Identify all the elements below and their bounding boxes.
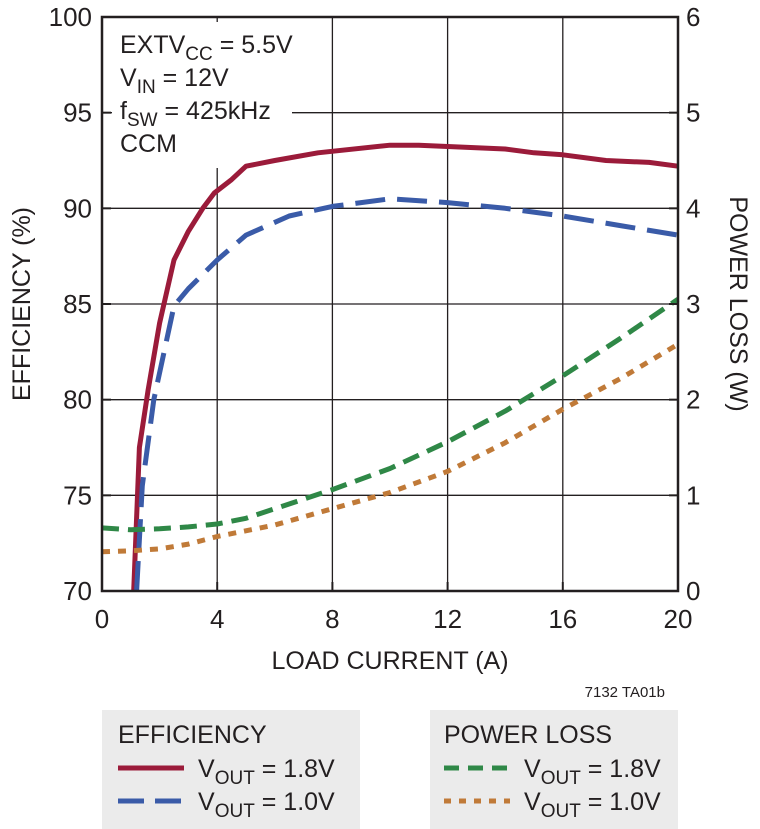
y-left-tick-label: 80 bbox=[63, 385, 92, 415]
legend-label: VOUT = 1.8V bbox=[524, 755, 661, 789]
y-left-tick-label: 70 bbox=[63, 576, 92, 606]
y-right-tick-label: 6 bbox=[686, 2, 700, 32]
y-right-tick-label: 4 bbox=[686, 193, 700, 223]
x-tick-label: 12 bbox=[433, 604, 462, 634]
x-tick-label: 20 bbox=[664, 604, 693, 634]
x-tick-label: 8 bbox=[325, 604, 339, 634]
y-left-tick-label: 75 bbox=[63, 480, 92, 510]
y-right-tick-label: 1 bbox=[686, 480, 700, 510]
legend-label: VOUT = 1.8V bbox=[198, 755, 335, 789]
y-right-tick-label: 3 bbox=[686, 289, 700, 319]
legend-label: VOUT = 1.0V bbox=[198, 788, 335, 822]
x-tick-label: 4 bbox=[210, 604, 224, 634]
y-left-tick-label: 85 bbox=[63, 289, 92, 319]
x-tick-label: 16 bbox=[548, 604, 577, 634]
annotation-line: EXTVCC = 5.5V bbox=[120, 31, 293, 65]
figure-id: 7132 TA01b bbox=[585, 684, 665, 701]
y-right-tick-label: 2 bbox=[686, 385, 700, 415]
power-loss-series-line-vout-1p0 bbox=[101, 342, 680, 555]
legend-heading-efficiency: EFFICIENCY bbox=[118, 721, 267, 749]
y-right-axis-title: POWER LOSS (W) bbox=[724, 196, 752, 411]
x-tick-label: 0 bbox=[95, 604, 109, 634]
tick-marks bbox=[101, 16, 679, 592]
annotation-line: CCM bbox=[120, 130, 177, 158]
y-left-tick-label: 95 bbox=[63, 98, 92, 128]
y-right-tick-label: 5 bbox=[686, 98, 700, 128]
y-left-tick-label: 100 bbox=[49, 2, 92, 32]
power-loss-series-line-vout-1p8 bbox=[101, 297, 680, 533]
efficiency-series-line-vout-1p0 bbox=[134, 196, 679, 592]
efficiency-series-line-vout-1p8 bbox=[131, 142, 679, 592]
y-right-tick-label: 0 bbox=[686, 576, 700, 606]
series-layer bbox=[101, 142, 680, 592]
legend-heading-power-loss: POWER LOSS bbox=[444, 721, 612, 749]
annotation-line: VIN = 12V bbox=[120, 64, 229, 98]
y-left-axis-title: EFFICIENCY (%) bbox=[8, 207, 36, 401]
annotation-line: fSW = 425kHz bbox=[120, 97, 271, 131]
y-left-tick-label: 90 bbox=[63, 193, 92, 223]
x-axis-title: LOAD CURRENT (A) bbox=[271, 647, 508, 675]
annotation-backdrop bbox=[112, 22, 292, 168]
legend-label: VOUT = 1.0V bbox=[524, 788, 661, 822]
